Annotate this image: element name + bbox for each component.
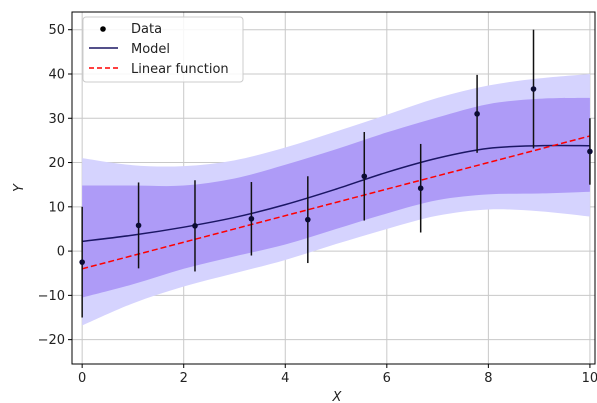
legend-linear-label: Linear function bbox=[131, 62, 229, 77]
data-point bbox=[530, 86, 537, 92]
data-point bbox=[248, 215, 255, 222]
y-tick-label: 0 bbox=[57, 245, 65, 260]
data-point bbox=[305, 216, 311, 223]
data-point bbox=[417, 185, 424, 192]
data-points bbox=[79, 29, 593, 318]
series-lines bbox=[81, 135, 591, 270]
legend: Data Model Linear function bbox=[82, 16, 244, 83]
x-tick-label: 10 bbox=[582, 371, 597, 386]
axis-ticks: 0 2 4 6 8 10 −20 −10 0 10 20 30 40 50 bbox=[38, 23, 597, 386]
y-axis-label: Y bbox=[12, 183, 27, 192]
legend-box bbox=[82, 16, 244, 83]
x-tick-label: 6 bbox=[383, 371, 391, 386]
y-tick-label: 30 bbox=[48, 112, 65, 127]
y-tick-label: 10 bbox=[48, 200, 65, 215]
inner-confidence-band bbox=[82, 97, 590, 298]
x-tick-label: 4 bbox=[281, 371, 289, 386]
x-tick-label: 8 bbox=[484, 371, 492, 386]
linear-function-line bbox=[81, 135, 591, 270]
x-tick-label: 0 bbox=[78, 371, 86, 386]
data-point bbox=[361, 173, 368, 180]
y-tick-label: 20 bbox=[48, 156, 65, 171]
x-tick-label: 2 bbox=[180, 371, 188, 386]
model-line bbox=[82, 144, 590, 243]
legend-model-label: Model bbox=[131, 42, 170, 57]
data-point bbox=[192, 223, 198, 229]
data-point bbox=[474, 111, 480, 117]
data-point bbox=[79, 259, 85, 265]
y-tick-label: −10 bbox=[38, 289, 65, 304]
y-tick-label: 50 bbox=[48, 23, 65, 38]
legend-data-marker bbox=[100, 26, 106, 32]
data-point bbox=[135, 222, 142, 229]
confidence-bands bbox=[82, 73, 590, 326]
y-tick-label: −20 bbox=[38, 333, 65, 348]
x-axis-label: X bbox=[332, 390, 343, 403]
data-point bbox=[587, 148, 593, 155]
plot-frame bbox=[71, 11, 596, 365]
y-tick-label: 40 bbox=[48, 67, 65, 82]
legend-data-label: Data bbox=[131, 22, 162, 37]
